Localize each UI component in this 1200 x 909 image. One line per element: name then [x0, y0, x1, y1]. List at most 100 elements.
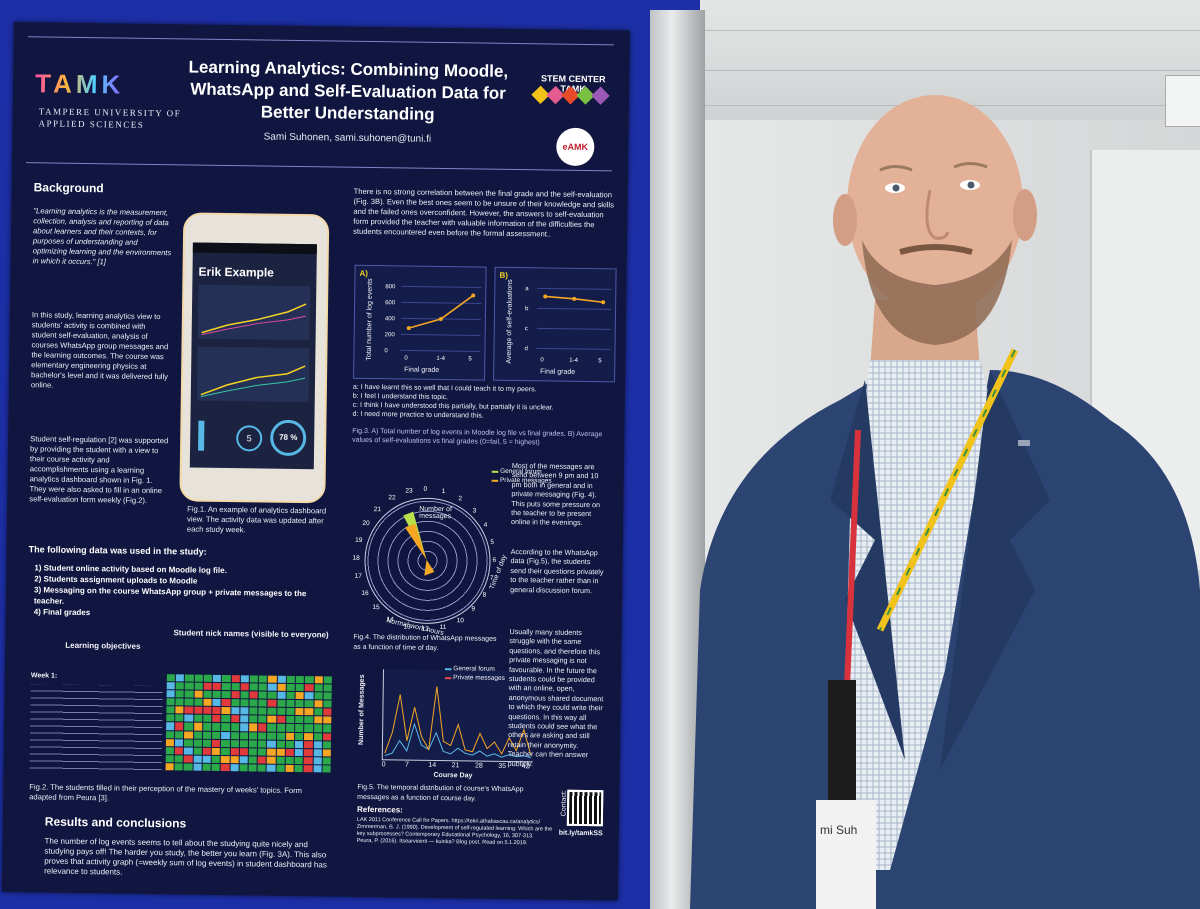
x-tick-label: 1-4 — [569, 358, 578, 364]
heatmap-cell — [212, 731, 221, 739]
heatmap-cell — [249, 683, 259, 691]
heatmap-cell — [194, 674, 203, 682]
tamk-logo: TAMK — [34, 68, 125, 100]
heatmap-cell — [240, 715, 249, 723]
y-tick-label: 0 — [384, 348, 388, 354]
heatmap-cell — [294, 756, 304, 765]
heatmap-cell — [203, 707, 212, 715]
heatmap-cell — [295, 716, 304, 724]
heatmap-cell — [239, 731, 249, 739]
heatmap-cell — [185, 690, 194, 698]
fig2-caption: Fig.2. The students filled in their perc… — [29, 782, 303, 803]
y-tick-label: 400 — [385, 316, 396, 322]
heatmap-cell — [240, 683, 249, 691]
heatmap-cell — [239, 723, 249, 731]
fig3b-xlabel: Final grade — [540, 368, 576, 376]
left-ear — [833, 194, 857, 246]
heatmap-cell — [249, 699, 258, 707]
heatmap-cell — [277, 683, 286, 692]
heatmap-cell — [184, 763, 193, 771]
heatmap-cell — [294, 764, 303, 773]
fig3a-chart: A) Total number of log events Final grad… — [353, 264, 487, 381]
heatmap-cell — [184, 714, 193, 723]
background-paragraph-2: Student self-regulation [2] was supporte… — [29, 434, 169, 505]
fig3a-xlabel: Final grade — [404, 366, 440, 374]
fig1-caption: Fig.1. An example of analytics dashboard… — [186, 504, 327, 535]
heatmap-cell — [221, 739, 230, 747]
heatmap-cell — [285, 740, 295, 748]
heatmap-cell — [184, 739, 193, 747]
fig5-chart — [381, 669, 534, 763]
heatmap-cell — [295, 684, 305, 692]
whatsapp-paragraph-2: According to the WhatsApp data (Fig.5), … — [510, 546, 604, 595]
fig5-legend-private: ▬ Private messages — [445, 673, 505, 683]
radar-wedge-private — [404, 523, 427, 560]
ceiling-tile-line — [700, 30, 1200, 31]
heatmap-cell — [221, 699, 231, 707]
y-tick-label: d — [524, 346, 527, 352]
heatmap-cell — [304, 692, 314, 700]
heatmap-cell — [267, 732, 276, 740]
heatmap-cell — [322, 749, 331, 757]
heatmap-cell — [323, 676, 332, 684]
background-paragraph-1: In this study, learning analytics view t… — [30, 310, 169, 390]
mustache — [899, 244, 973, 255]
heatmap-cell — [248, 739, 258, 748]
heatmap-cell — [203, 682, 212, 690]
badge-clip — [828, 680, 856, 810]
heatmap-cell — [184, 722, 193, 731]
heatmap-cell — [313, 740, 322, 749]
heatmap-cell — [230, 723, 239, 731]
heatmap-cell — [193, 763, 202, 771]
x-tick-label: 7 — [404, 761, 409, 769]
heatmap-cell — [184, 706, 194, 714]
short-link: bit.ly/tamkSS — [558, 829, 603, 838]
background-quote: "Learning analytics is the measurement, … — [32, 206, 172, 267]
radar-hour-label: 6 — [492, 556, 497, 564]
heatmap-cell — [193, 731, 202, 739]
results-heading: Results and conclusions — [44, 814, 187, 831]
heatmap-cell — [220, 763, 230, 772]
heatmap-cell — [258, 732, 267, 740]
heatmap-cell — [304, 740, 313, 748]
radar-hour-label: 10 — [456, 616, 464, 624]
x-tick-label: 0 — [381, 761, 386, 769]
heatmap-cell — [240, 707, 249, 715]
heatmap-cell — [248, 748, 258, 756]
heatmap-cell — [239, 756, 248, 764]
poster-header-rule — [26, 162, 612, 172]
heatmap-cell — [286, 683, 295, 692]
radar-hour-label: 2 — [458, 495, 463, 503]
hex-icon — [591, 86, 610, 105]
fig5-ylabel-wrap: Number of Messages — [358, 667, 379, 757]
radar-hour-label: 1 — [441, 488, 446, 496]
heatmap-cell — [267, 707, 277, 716]
x-tick-label: 5 — [468, 356, 472, 361]
self-evaluation-heatmap — [165, 674, 332, 773]
heatmap-cell — [203, 690, 212, 699]
heatmap-cell — [268, 675, 277, 683]
heatmap-cell — [202, 739, 212, 747]
heatmap-cell — [295, 740, 304, 748]
gridline — [401, 301, 482, 305]
heatmap-cell — [212, 674, 222, 683]
heatmap-cell — [211, 755, 221, 763]
heatmap-cell — [231, 675, 240, 683]
x-tick-label: 35 — [498, 762, 507, 770]
poster-title: Learning Analytics: Combining Moodle, Wh… — [188, 57, 509, 124]
heatmap-cell — [295, 708, 304, 716]
heatmap-cell — [185, 682, 194, 690]
heatmap-cell — [194, 698, 203, 707]
heatmap-cell — [230, 739, 239, 747]
radar-hour-label: 23 — [405, 487, 413, 496]
heatmap-cell — [286, 700, 295, 708]
phone-student-name: Erik Example — [198, 264, 274, 280]
heatmap-cell — [304, 724, 313, 732]
heatmap-cell — [202, 731, 212, 739]
heatmap-cell — [268, 683, 277, 691]
heatmap-cell — [230, 707, 240, 715]
heatmap-cell — [295, 724, 304, 732]
radar-wedges — [403, 511, 435, 576]
heatmap-cell — [203, 698, 212, 707]
heatmap-cell — [286, 708, 295, 716]
